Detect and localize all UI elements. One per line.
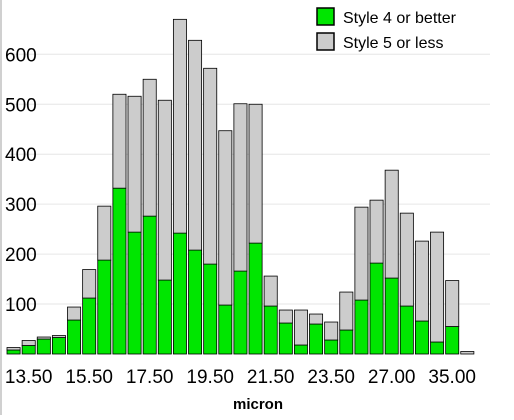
bar-style-4	[414, 320, 429, 355]
x-axis-label: micron	[233, 396, 283, 413]
y-tick-label: 200	[5, 245, 37, 266]
bar-style-4	[369, 262, 384, 355]
bar-style-4	[157, 279, 172, 355]
bar-style-5	[233, 103, 248, 272]
bar-style-4	[339, 329, 354, 355]
bar-style-4	[430, 341, 445, 355]
bar-style-5	[414, 240, 429, 322]
bar-style-5	[369, 199, 384, 264]
bar-style-5	[67, 306, 82, 321]
x-tick-labels: 13.50 15.50 17.50 19.50 21.50 23.50 27.00 35.00	[5, 367, 476, 388]
bar-style-4	[36, 338, 51, 355]
bar-style-5	[324, 321, 339, 341]
left-border	[0, 0, 2, 415]
bar-style-5	[142, 78, 157, 217]
bar-style-4	[97, 259, 112, 355]
bar-style-4	[384, 277, 399, 355]
bar-style-4	[248, 242, 263, 355]
bar-style-5	[293, 309, 308, 346]
bar-style-4	[218, 304, 233, 355]
bar-style-4	[51, 337, 66, 355]
bar-style-5	[51, 335, 66, 338]
bar-style-5	[82, 269, 97, 299]
legend-swatch-style-5	[316, 32, 335, 51]
legend-swatch-style-4	[316, 7, 335, 26]
bar-style-4	[354, 299, 369, 355]
x-tick-label: 19.50	[186, 367, 234, 388]
x-tick-label: 17.50	[126, 367, 174, 388]
bar-style-5	[97, 205, 112, 261]
bar-style-4	[203, 263, 218, 355]
bar-style-4	[142, 215, 157, 355]
bar-style-4	[82, 297, 97, 355]
bar-style-5	[112, 93, 127, 189]
bar-style-5	[127, 95, 142, 233]
bar-style-5	[203, 67, 218, 265]
x-tick-label: 15.50	[65, 367, 113, 388]
legend: Style 4 or better Style 5 or less	[316, 7, 457, 52]
bar-style-4	[309, 323, 324, 355]
legend-label-style-5: Style 5 or less	[343, 35, 443, 52]
bar-style-5	[172, 18, 187, 234]
y-tick-label: 100	[5, 295, 37, 316]
x-tick-label: 23.50	[307, 367, 355, 388]
y-tick-label: 400	[5, 145, 37, 166]
x-tick-label: 27.00	[368, 367, 416, 388]
y-tick-label: 600	[5, 45, 37, 66]
bar-style-5	[263, 275, 278, 307]
bar-style-4	[21, 345, 36, 355]
bar-style-4	[263, 305, 278, 355]
bar-style-4	[278, 322, 293, 355]
y-tick-labels: 100 200 300 400 500 600	[5, 45, 37, 316]
x-tick-label: 35.00	[428, 367, 476, 388]
bar-style-5	[430, 231, 445, 343]
bar-style-5	[6, 347, 21, 351]
bar-style-5	[354, 206, 369, 301]
bars-layer	[6, 18, 475, 355]
bar-style-5	[309, 313, 324, 325]
bar-style-5	[384, 169, 399, 279]
bar-style-5	[278, 309, 293, 324]
bar-style-5	[248, 103, 263, 244]
bar-style-5	[157, 99, 172, 281]
x-tick-label: 21.50	[247, 367, 295, 388]
y-tick-label: 300	[5, 195, 37, 216]
bar-style-4	[293, 344, 308, 355]
bar-style-5	[36, 336, 51, 340]
bar-style-5	[445, 280, 460, 327]
x-tick-label: 13.50	[5, 367, 53, 388]
bar-style-4	[445, 326, 460, 355]
bar-style-4	[399, 305, 414, 355]
bar-style-4	[112, 187, 127, 355]
bar-style-5	[21, 340, 36, 346]
bar-style-4	[172, 232, 187, 355]
bar-style-4	[233, 270, 248, 355]
bar-style-4	[324, 339, 339, 355]
bar-style-5	[339, 291, 354, 331]
bar-style-4	[127, 231, 142, 355]
bar-style-5	[218, 130, 233, 306]
bar-style-5	[188, 39, 203, 251]
bar-style-4	[6, 349, 21, 355]
legend-label-style-4: Style 4 or better	[343, 10, 457, 27]
bar-style-5	[399, 212, 414, 307]
y-tick-label: 500	[5, 95, 37, 116]
bar-style-4	[188, 249, 203, 355]
bar-style-4	[67, 319, 82, 355]
bar-style-5	[460, 351, 475, 355]
